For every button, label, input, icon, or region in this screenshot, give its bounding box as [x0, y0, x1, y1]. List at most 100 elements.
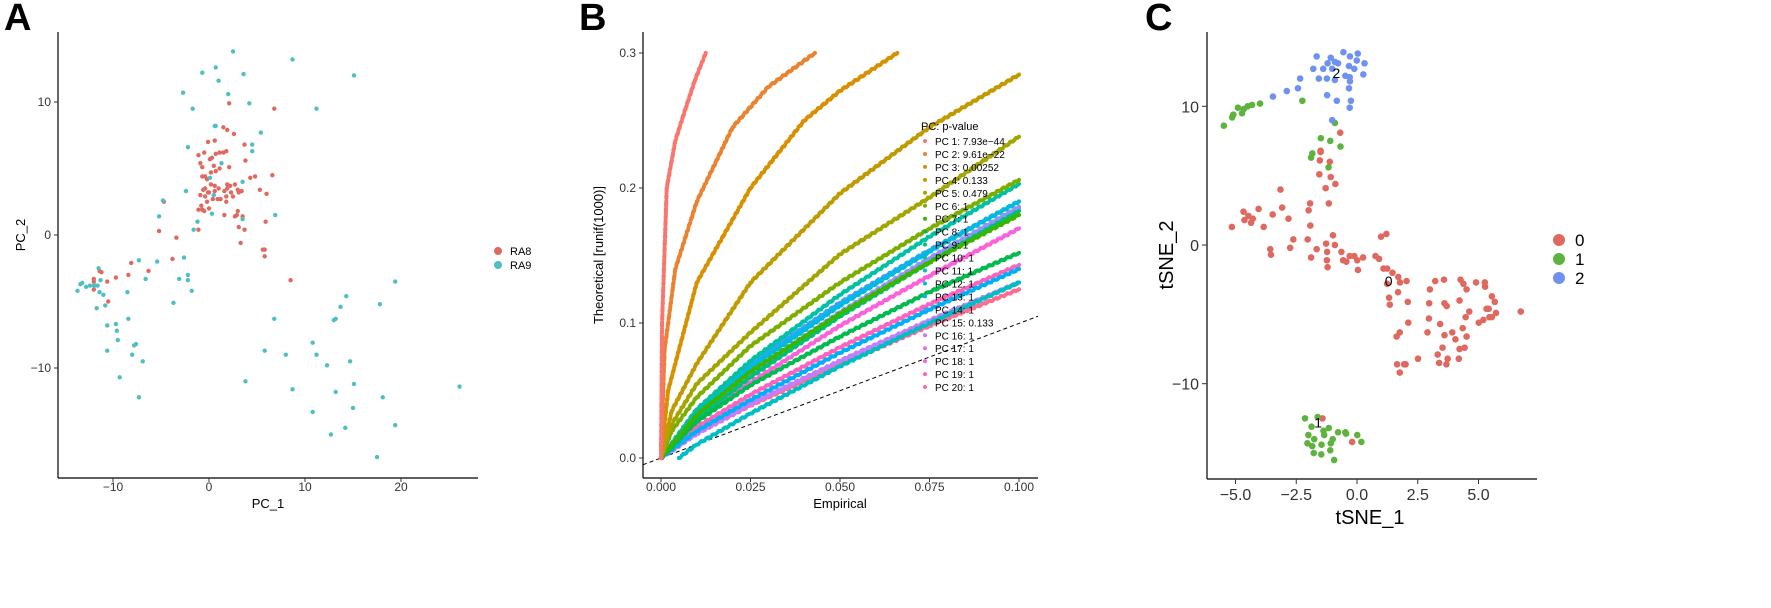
data-point [113, 321, 119, 327]
data-point [262, 254, 267, 259]
x-tick-label: 0.025 [735, 480, 765, 494]
data-point [273, 212, 278, 218]
data-point [196, 153, 201, 158]
data-point [209, 155, 215, 161]
data-point [202, 208, 207, 214]
data-point [310, 409, 315, 415]
data-point [87, 283, 93, 288]
data-point [236, 224, 241, 230]
data-point [283, 352, 288, 357]
panel-label-c: C [1145, 0, 1172, 39]
qq-point [1016, 250, 1022, 255]
data-point [213, 168, 218, 174]
qq-point [1016, 204, 1022, 209]
data-point [213, 123, 218, 129]
panel-label-a: A [4, 0, 31, 39]
series-pc-18 [658, 226, 1022, 461]
data-point [224, 194, 229, 199]
data-point [225, 127, 230, 133]
data-point [393, 279, 398, 284]
data-point [218, 196, 223, 202]
data-point [211, 192, 216, 198]
data-point [180, 90, 186, 95]
data-point [143, 276, 148, 282]
data-point [195, 219, 200, 224]
qq-point [1016, 212, 1022, 218]
data-point [185, 278, 191, 283]
y-tick-label: 0.3 [619, 46, 636, 60]
data-point [146, 268, 151, 274]
qq-point [1016, 72, 1022, 77]
qq-point [1016, 287, 1022, 292]
data-point [250, 149, 255, 154]
data-point [240, 216, 245, 222]
data-point [103, 303, 108, 308]
data-point [324, 363, 330, 368]
data-point [243, 379, 248, 384]
data-point [106, 299, 111, 304]
data-point [241, 71, 246, 77]
data-point [222, 188, 227, 194]
qq-point [1016, 134, 1022, 139]
data-point [207, 175, 213, 181]
data-point [80, 280, 85, 286]
legend-label: RA9 [510, 260, 531, 272]
data-point [177, 276, 182, 282]
data-point [351, 73, 357, 78]
data-point [140, 359, 145, 364]
data-point [230, 49, 236, 54]
data-point [262, 348, 267, 353]
data-point [238, 240, 243, 246]
data-point [154, 259, 160, 264]
data-point [380, 395, 385, 400]
data-point [156, 214, 162, 219]
series-ra9 [75, 49, 462, 460]
y-tick-label: 0.1 [619, 316, 636, 330]
data-point [234, 212, 240, 218]
data-point [97, 289, 102, 295]
data-point [226, 101, 232, 106]
x-tick-label: −10 [103, 480, 124, 494]
data-point [105, 348, 110, 353]
x-tick-label: 0.075 [914, 480, 944, 494]
data-point [101, 292, 106, 298]
y-axis-title: PC_2 [13, 219, 28, 252]
data-point [202, 186, 208, 191]
data-point [351, 381, 357, 387]
data-point [264, 191, 269, 196]
y-tick-label: −10 [31, 361, 52, 375]
data-point [310, 340, 315, 345]
x-tick-label: 0.050 [825, 480, 855, 494]
data-point [156, 228, 162, 234]
data-point [204, 199, 210, 204]
y-tick-label: 0 [44, 228, 51, 242]
data-point [257, 187, 263, 192]
data-point [198, 160, 203, 166]
data-point [198, 192, 203, 198]
data-point [208, 170, 214, 175]
series-ra8 [91, 101, 293, 304]
y-tick-label: 0.2 [619, 181, 636, 195]
legend-swatch [494, 261, 502, 269]
qq-point [1016, 199, 1022, 204]
data-point [196, 207, 201, 212]
data-point [240, 179, 245, 184]
data-point [99, 270, 104, 275]
data-point [270, 172, 275, 178]
data-point [212, 188, 217, 194]
data-point [200, 70, 205, 75]
data-point [209, 211, 215, 216]
data-point [206, 206, 212, 211]
data-point [333, 389, 338, 395]
jackstraw-qq-plot: 0.000 0.025 0.050 0.075 0.1000.30.20.10.0Emp… [591, 32, 1039, 511]
x-tick-label: 10 [298, 480, 312, 494]
data-point [219, 160, 224, 166]
data-point [347, 359, 353, 364]
qq-point [895, 50, 900, 56]
data-point [131, 343, 137, 348]
x-tick-label: 0 [206, 480, 213, 494]
data-point [221, 125, 226, 130]
data-point [136, 395, 142, 400]
